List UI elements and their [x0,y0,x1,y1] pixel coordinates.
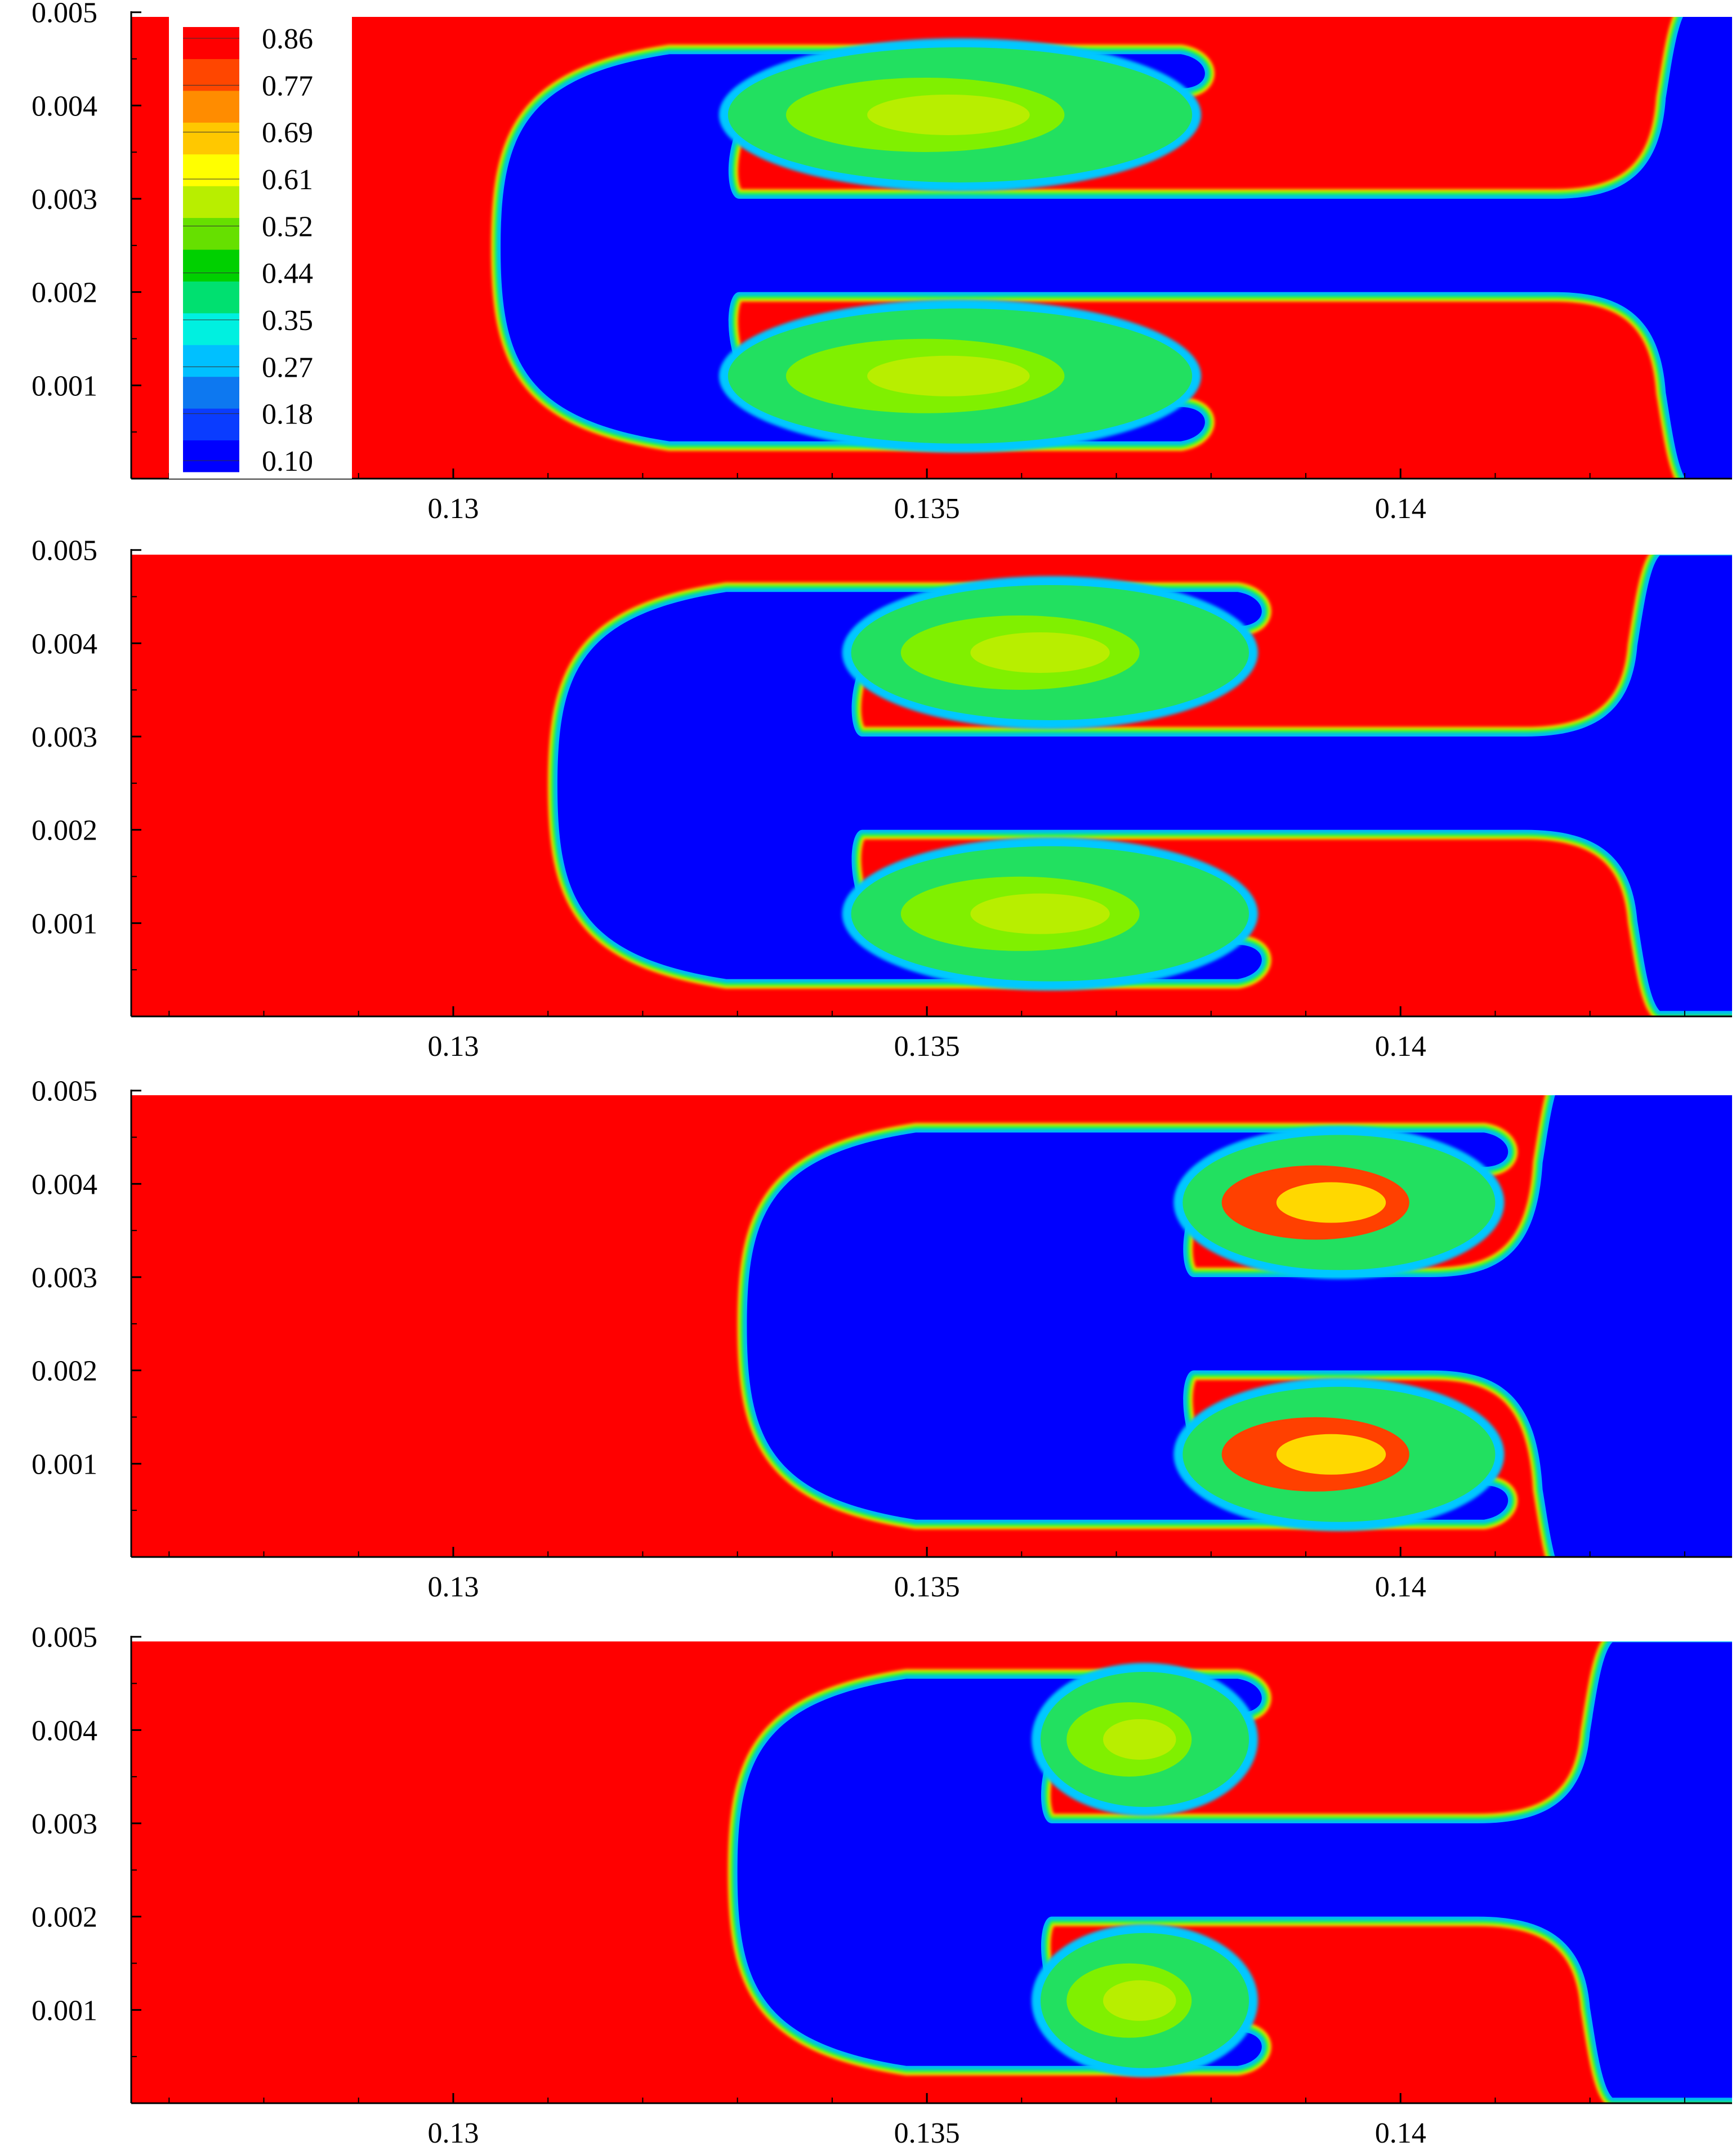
y-tick-label: 0.001 [32,908,97,940]
colorbar-label: 0.61 [262,164,313,196]
lobe-upper [842,575,1259,729]
colorbar-band [183,249,239,282]
lobe-lower [842,837,1259,991]
colorbar-band [183,154,239,186]
colorbar-label: 0.18 [262,399,313,431]
lobe-upper [1173,1126,1505,1279]
panel-b: 0.001 0.002 0.003 0.004 0.005 0.13 0.135 0.14 [32,535,1732,1063]
lobe-upper [719,38,1202,191]
panel-c: 0.001 0.002 0.003 0.004 0.005 0.13 0.135 0.14 [32,1076,1732,1603]
x-tick-label: 0.14 [1375,1030,1426,1063]
colorbar-band [183,59,239,91]
colorbar: 0.10 0.18 0.27 0.35 0.44 0.52 0.61 0.69 0.77 0.86 [169,17,352,479]
low-region [747,1095,1732,1557]
x-tick-label: 0.13 [427,493,479,525]
x-tick-label: 0.14 [1375,2117,1426,2149]
y-tick-label: 0.004 [32,628,97,660]
colorbar-label: 0.44 [262,258,313,290]
contour-field [131,1641,1732,2103]
colorbar-label: 0.86 [262,23,313,55]
y-tick-label: 0.004 [32,1168,97,1201]
axes: 0.001 0.002 0.003 0.004 0.005 0.13 0.135 0.14 [32,0,1732,525]
y-tick-label: 0.001 [32,1995,97,2027]
colorbar-band [183,27,239,59]
colorbar-band [183,90,239,123]
lobe-lower [1031,1924,1259,2077]
y-tick-label: 0.003 [32,1262,97,1294]
axes: 0.001 0.002 0.003 0.004 0.005 0.13 0.135 0.14 [32,1076,1732,1603]
colorbar-band [183,186,239,218]
x-tick-label: 0.135 [894,1571,960,1603]
x-tick-label: 0.13 [427,1030,479,1063]
y-tick-label: 0.005 [32,1076,97,1108]
contour-field [131,17,1732,479]
y-tick-label: 0.003 [32,721,97,753]
colorbar-label: 0.27 [262,351,313,383]
colorbar-band [183,217,239,250]
colorbar-band [183,313,239,345]
interface-band-3 [744,1095,1558,1557]
axes: 0.001 0.002 0.003 0.004 0.005 0.13 0.135 0.14 [32,535,1732,1063]
colorbar-band [183,345,239,377]
panel-d: 0.001 0.002 0.003 0.004 0.005 0.13 0.135 0.14 [32,1622,1732,2149]
axes: 0.001 0.002 0.003 0.004 0.005 0.13 0.135 0.14 [32,1622,1732,2149]
low-region [501,17,1732,479]
contour-field [131,555,1732,1016]
y-tick-label: 0.003 [32,184,97,216]
colorbar-band [183,376,239,409]
lobe-lower [719,299,1202,453]
lobe-lower [1173,1377,1505,1531]
low-region [737,1642,1732,2098]
y-tick-label: 0.005 [32,0,97,29]
x-tick-label: 0.13 [427,1571,479,1603]
colorbar-band [183,408,239,441]
y-tick-label: 0.002 [32,277,97,309]
colorbar-band [183,440,239,472]
colorbar-band [183,281,239,314]
y-tick-label: 0.002 [32,1355,97,1387]
y-tick-label: 0.001 [32,370,97,402]
colorbar-label: 0.35 [262,305,313,337]
x-tick-label: 0.14 [1375,1571,1426,1603]
y-tick-label: 0.003 [32,1808,97,1840]
x-tick-label: 0.135 [894,2117,960,2149]
colorbar-label: 0.77 [262,70,313,102]
colorbar-band [183,122,239,155]
x-tick-label: 0.135 [894,1030,960,1063]
y-tick-label: 0.001 [32,1448,97,1480]
y-tick-label: 0.002 [32,815,97,847]
x-tick-label: 0.13 [427,2117,479,2149]
y-tick-label: 0.005 [32,1622,97,1654]
x-tick-label: 0.14 [1375,493,1426,525]
colorbar-label: 0.10 [262,445,313,478]
contour-field [131,1095,1732,1557]
colorbar-label: 0.52 [262,211,313,243]
y-tick-label: 0.002 [32,1902,97,1934]
lobe-upper [1031,1662,1259,1816]
x-tick-label: 0.135 [894,493,960,525]
y-tick-label: 0.005 [32,535,97,567]
y-tick-label: 0.004 [32,90,97,122]
y-tick-label: 0.004 [32,1715,97,1747]
colorbar-label: 0.69 [262,117,313,149]
